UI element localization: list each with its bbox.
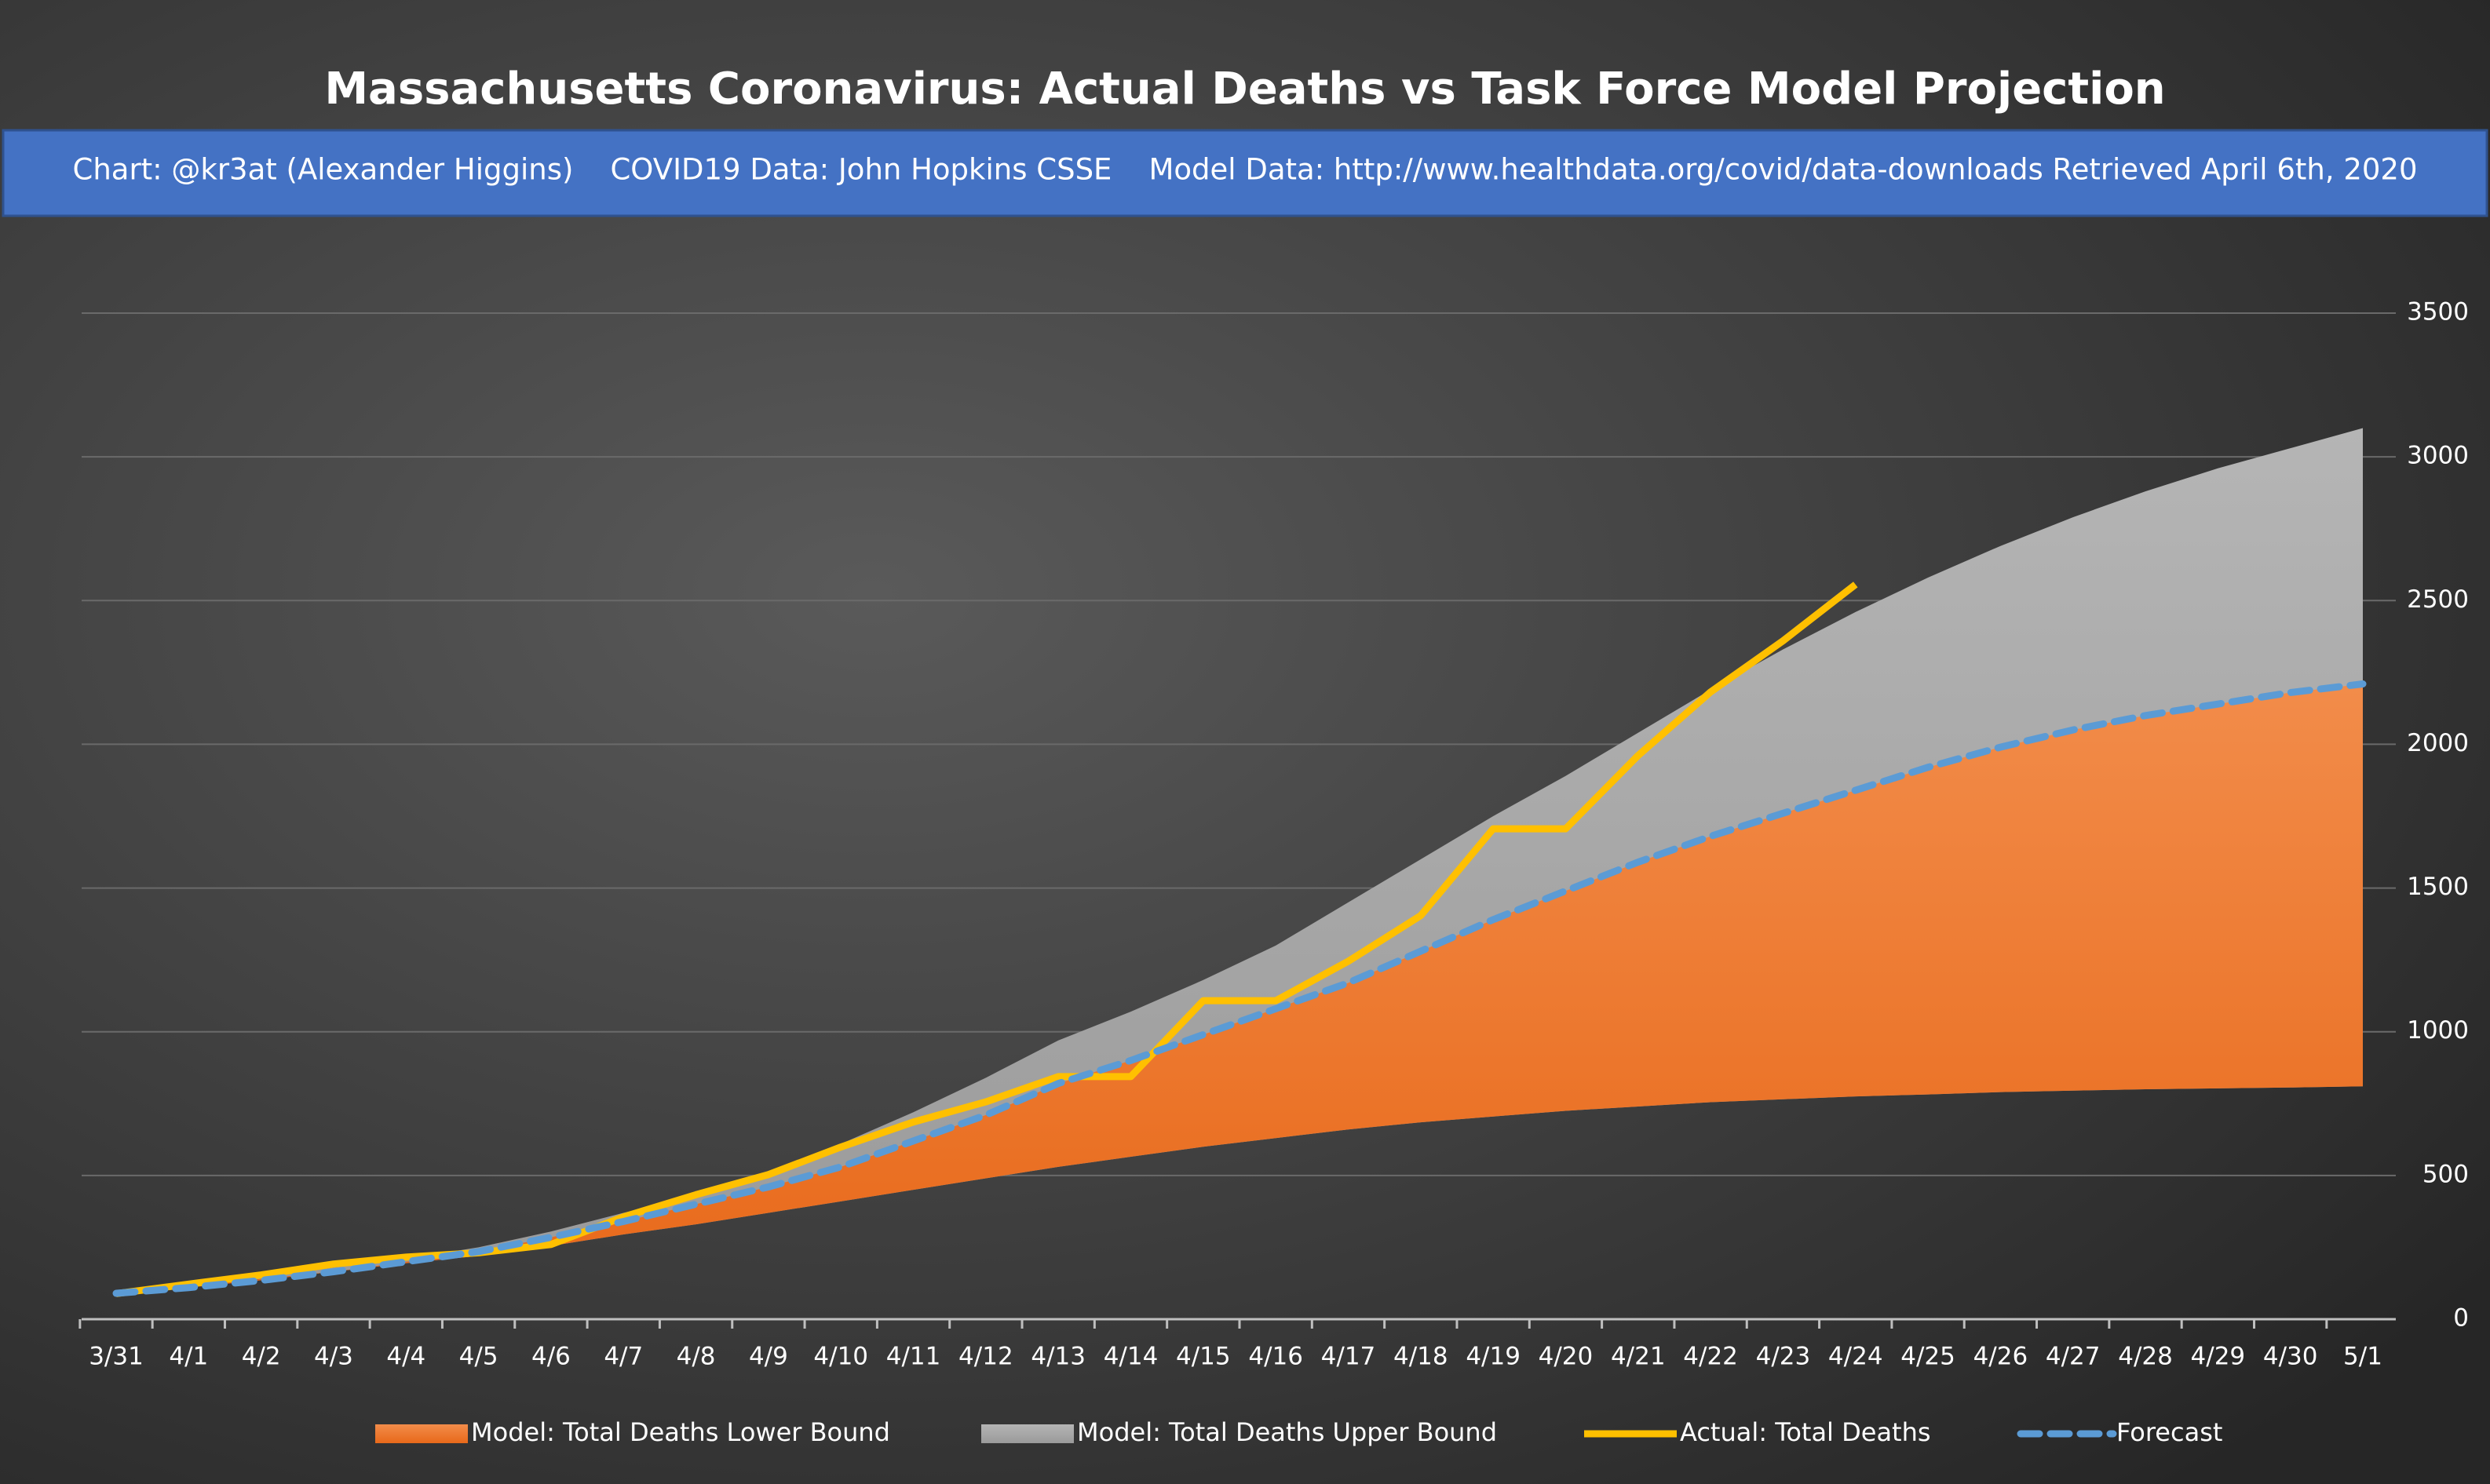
x-tick-label: 4/24 (1828, 1343, 1883, 1371)
legend-label: Forecast (2116, 1417, 2222, 1447)
x-tick-label: 4/29 (2191, 1343, 2246, 1371)
x-tick-label: 4/18 (1393, 1343, 1448, 1371)
x-tick-label: 4/27 (2046, 1343, 2101, 1371)
x-tick-label: 4/13 (1031, 1343, 1086, 1371)
legend-label: Actual: Total Deaths (1680, 1417, 1931, 1447)
x-tick-label: 4/26 (1973, 1343, 2028, 1371)
x-tick-label: 4/9 (749, 1343, 788, 1371)
y-tick-label: 0 (2453, 1304, 2469, 1333)
x-tick-label: 4/17 (1321, 1343, 1376, 1371)
x-tick-label: 4/30 (2263, 1343, 2318, 1371)
x-tick-label: 3/31 (89, 1343, 144, 1371)
x-tick-label: 4/15 (1176, 1343, 1231, 1371)
x-tick-label: 4/5 (459, 1343, 498, 1371)
lower-bound-area (116, 684, 2363, 1294)
legend-swatch (375, 1424, 468, 1443)
x-tick-label: 4/8 (677, 1343, 716, 1371)
x-tick-label: 4/6 (531, 1343, 571, 1371)
x-tick-label: 4/12 (958, 1343, 1013, 1371)
x-tick-label: 4/28 (2118, 1343, 2173, 1371)
legend-label: Model: Total Deaths Lower Bound (471, 1417, 890, 1447)
y-tick-label: 2500 (2407, 585, 2469, 614)
x-tick-label: 4/25 (1900, 1343, 1955, 1371)
y-tick-label: 500 (2422, 1160, 2469, 1188)
subtitle-banner (2, 129, 2488, 217)
legend-swatch (981, 1424, 1074, 1443)
x-tick-label: 5/1 (2343, 1343, 2382, 1371)
x-tick-label: 4/20 (1539, 1343, 1594, 1371)
y-tick-label: 2000 (2407, 729, 2469, 757)
x-tick-label: 4/11 (886, 1343, 941, 1371)
y-tick-label: 1000 (2407, 1016, 2469, 1045)
x-tick-label: 4/7 (604, 1343, 643, 1371)
y-tick-label: 3000 (2407, 442, 2469, 470)
x-tick-label: 4/4 (386, 1343, 425, 1371)
chart-title: Massachusetts Coronavirus: Actual Deaths… (324, 64, 2165, 115)
legend-label: Model: Total Deaths Upper Bound (1077, 1417, 1497, 1447)
subtitle: Chart: @kr3at (Alexander Higgins) COVID1… (72, 153, 2417, 187)
x-tick-label: 4/1 (169, 1343, 208, 1371)
x-tick-label: 4/10 (813, 1343, 868, 1371)
x-tick-label: 4/3 (314, 1343, 353, 1371)
y-tick-label: 1500 (2407, 873, 2469, 901)
y-tick-label: 3500 (2407, 298, 2469, 326)
actual-line (115, 582, 1858, 1297)
x-tick-label: 4/2 (242, 1343, 281, 1371)
x-tick-label: 4/21 (1611, 1343, 1666, 1371)
x-tick-label: 4/22 (1683, 1343, 1738, 1371)
x-tick-label: 4/14 (1104, 1343, 1159, 1371)
forecast-line (112, 680, 2367, 1297)
x-tick-label: 4/23 (1756, 1343, 1811, 1371)
x-tick-label: 4/19 (1466, 1343, 1521, 1371)
x-tick-label: 4/16 (1248, 1343, 1303, 1371)
